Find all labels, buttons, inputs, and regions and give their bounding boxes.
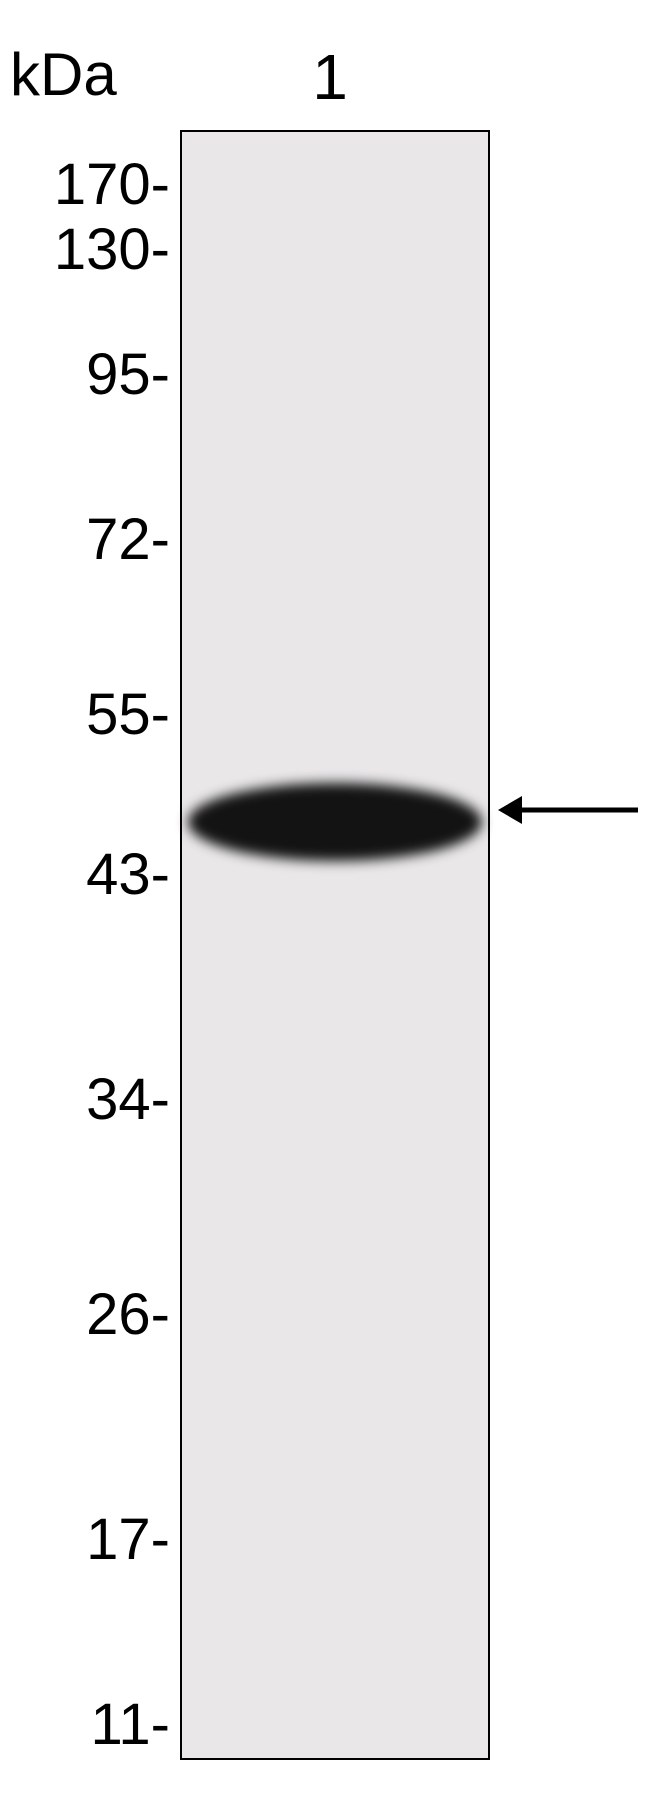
marker-label-6: 34- <box>0 1066 170 1133</box>
marker-label-4: 55- <box>0 681 170 748</box>
arrow-head-icon <box>498 796 522 824</box>
marker-label-7: 26- <box>0 1281 170 1348</box>
marker-label-9: 11- <box>0 1691 170 1758</box>
lane-1-fill <box>182 132 488 1758</box>
marker-label-1: 130- <box>0 216 170 283</box>
band-indicator-arrow <box>498 786 638 834</box>
lane-1-box <box>180 130 490 1760</box>
marker-label-5: 43- <box>0 841 170 908</box>
axis-title-kda: kDa <box>10 40 117 109</box>
protein-band <box>188 783 482 861</box>
arrow-shaft <box>520 808 638 813</box>
lane-1-header: 1 <box>300 40 360 114</box>
marker-label-2: 95- <box>0 341 170 408</box>
marker-label-8: 17- <box>0 1506 170 1573</box>
marker-label-3: 72- <box>0 506 170 573</box>
western-blot-figure: kDa 1 170-130- 95- 72- 55- 43- 34- 26- 17- 11- <box>0 0 650 1806</box>
marker-label-0: 170- <box>0 151 170 218</box>
